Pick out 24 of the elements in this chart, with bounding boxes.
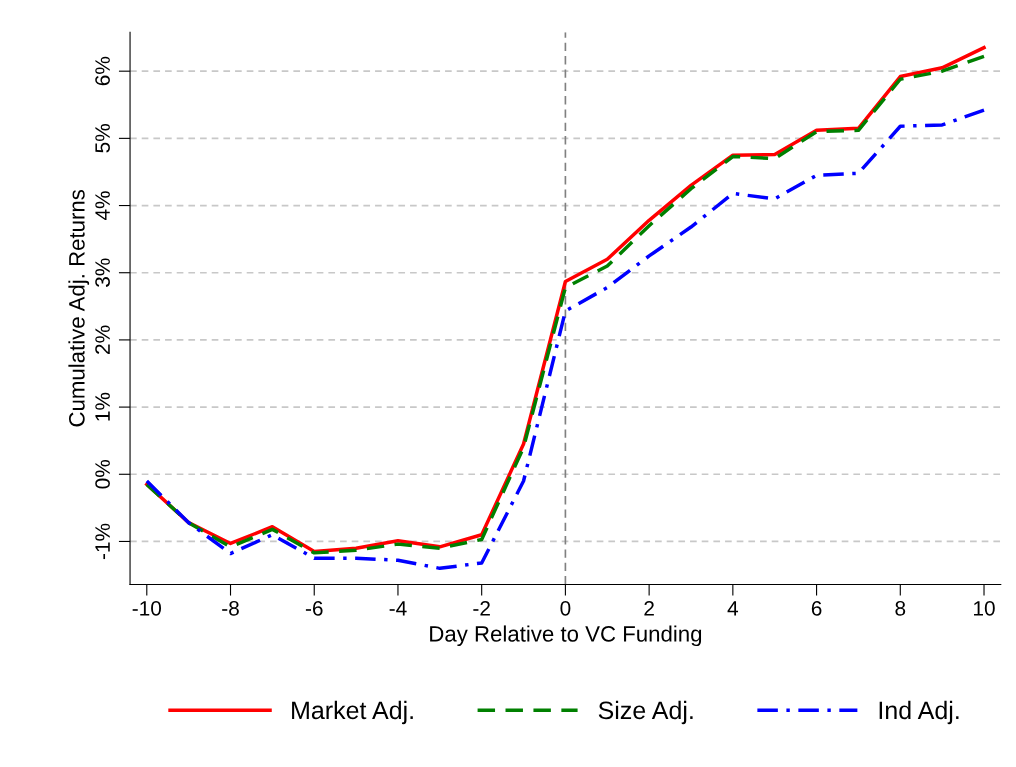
legend-label: Ind Adj.	[879, 700, 959, 725]
y-tick-label: -1%	[95, 523, 110, 560]
y-tick-label: 3%	[95, 258, 110, 287]
y-tick-label: 6%	[95, 56, 110, 86]
x-tick-label: 10	[974, 600, 995, 616]
x-tick-label: 6	[811, 600, 822, 616]
y-tick-label: 1%	[95, 392, 110, 421]
x-tick-label: -2	[473, 600, 490, 616]
y-tick-label: 5%	[95, 124, 110, 153]
y-tick-label: 4%	[95, 191, 110, 221]
x-tick-label: 2	[644, 600, 654, 616]
y-tick-label: 0%	[95, 459, 110, 489]
y-axis-title: Cumulative Adj. Returns	[68, 189, 90, 427]
x-tick-label: 0	[560, 600, 571, 616]
x-tick-label: -8	[222, 600, 239, 616]
x-tick-label: 8	[895, 600, 906, 616]
x-axis-title: Day Relative to VC Funding	[430, 625, 702, 647]
y-tick-label: 2%	[95, 325, 110, 354]
legend-label: Size Adj.	[598, 700, 693, 725]
x-tick-label: -10	[132, 600, 162, 616]
x-tick-label: -4	[389, 601, 407, 616]
x-tick-label: 4	[727, 601, 739, 616]
x-tick-label: -6	[305, 600, 323, 616]
legend-label: Market Adj.	[292, 700, 413, 725]
